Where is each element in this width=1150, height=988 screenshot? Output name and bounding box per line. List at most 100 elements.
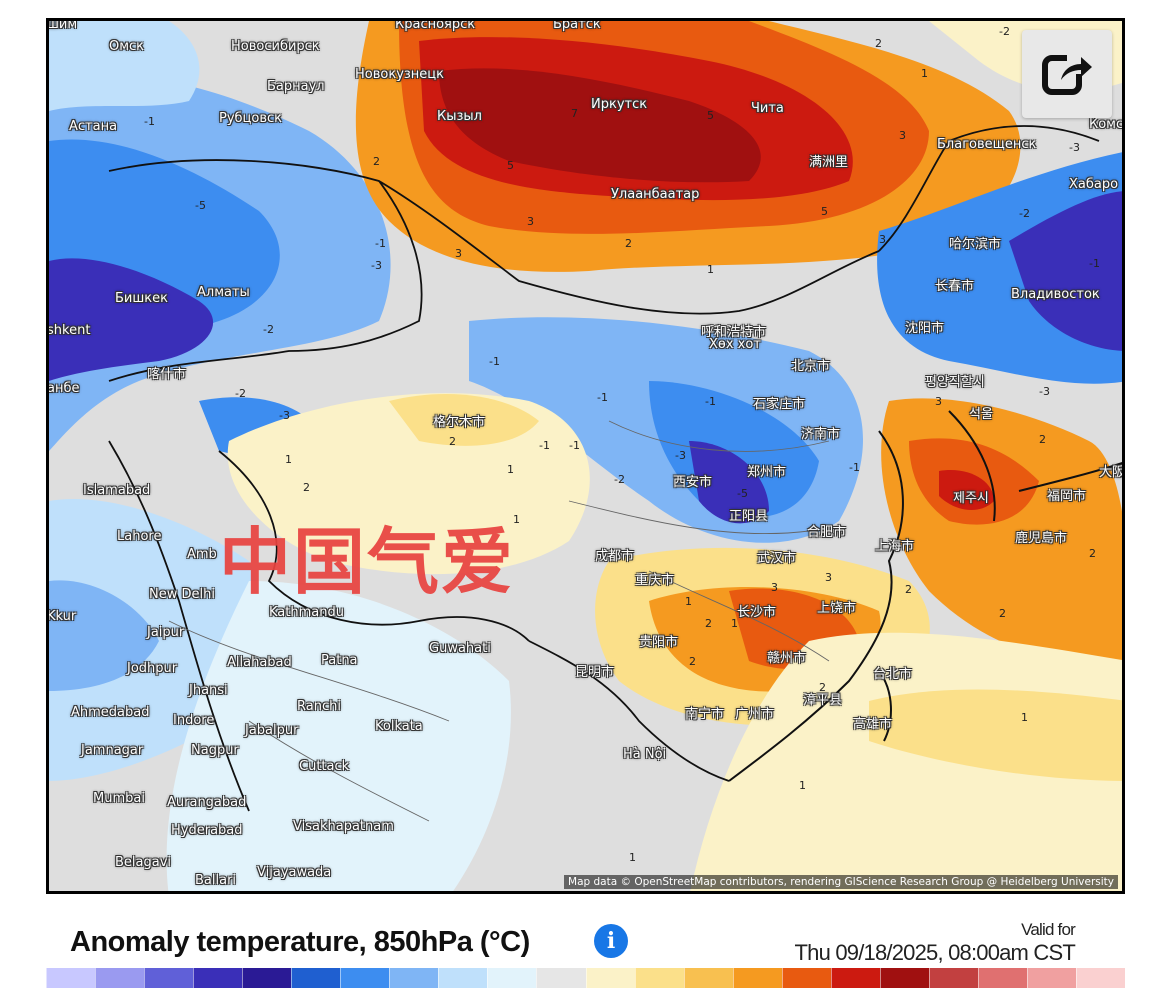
city-label: Алматы — [197, 285, 250, 300]
city-label: Vijayawada — [257, 865, 332, 880]
city-label: 赣州市 — [767, 651, 807, 666]
city-label: Ballari — [195, 873, 237, 888]
contour-label: -1 — [597, 391, 608, 404]
color-legend — [46, 968, 1126, 988]
contour-label: 2 — [705, 617, 712, 630]
share-icon — [1042, 52, 1092, 95]
city-label: Красноярск — [395, 18, 476, 32]
city-label: 上饶市 — [817, 601, 857, 616]
contour-label: -5 — [195, 199, 206, 212]
legend-swatch — [438, 968, 488, 988]
legend-swatch — [1075, 968, 1126, 988]
legend-swatch — [487, 968, 537, 988]
city-label: 北京市 — [791, 359, 831, 374]
share-button[interactable] — [1022, 30, 1112, 118]
contour-label: 2 — [905, 583, 912, 596]
city-label: Кызыл — [437, 109, 482, 124]
contour-label: -1 — [539, 439, 550, 452]
legend-swatch — [291, 968, 341, 988]
watermark-text: 中国气爱 — [219, 520, 516, 604]
city-label: Kathmandu — [269, 605, 344, 620]
legend-swatch — [928, 968, 978, 988]
city-label: 长春市 — [935, 279, 975, 294]
map-attribution[interactable]: Map data © OpenStreetMap contributors, r… — [564, 875, 1118, 889]
contour-label: 2 — [1039, 433, 1046, 446]
contour-label: 2 — [999, 607, 1006, 620]
city-label: Астана — [69, 119, 118, 134]
city-label: Благовещенск — [937, 137, 1037, 152]
city-label: 成都市 — [595, 549, 635, 564]
contour-label: 1 — [707, 263, 714, 276]
legend-swatch — [634, 968, 684, 988]
contour-label: -2 — [263, 323, 274, 336]
city-label: 广州市 — [735, 707, 775, 722]
contour-label: 3 — [825, 571, 832, 584]
city-label: Хөх хот — [709, 337, 761, 352]
weather-map[interactable]: шим Омск Новосибирск Красноярск Братск Н… — [46, 18, 1125, 894]
city-label: Guwahati — [429, 641, 491, 656]
contour-label: -1 — [849, 461, 860, 474]
legend-swatch — [95, 968, 145, 988]
temperature-anomaly-field — [49, 21, 1122, 891]
city-label: 贵阳市 — [639, 635, 679, 650]
city-label: 重庆市 — [635, 573, 675, 588]
contour-label: 2 — [875, 37, 882, 50]
contour-label: 3 — [455, 247, 462, 260]
city-label: 正阳县 — [729, 509, 769, 524]
contour-label: 1 — [731, 617, 738, 630]
city-label: Улаанбаатар — [611, 187, 700, 202]
legend-swatch — [977, 968, 1027, 988]
contour-label: -3 — [675, 449, 686, 462]
map-title: Anomaly temperature, 850hPa (°C) — [70, 926, 530, 958]
valid-label: Valid for — [1021, 920, 1076, 939]
city-label: Рубцовск — [219, 111, 283, 126]
contour-label: 3 — [935, 395, 942, 408]
info-icon[interactable]: i — [594, 924, 628, 958]
city-label: Islamabad — [83, 483, 151, 498]
city-label: Jodhpur — [127, 661, 178, 676]
city-label: Allahabad — [227, 655, 292, 670]
city-label: Комс — [1089, 117, 1124, 132]
city-label: 福岡市 — [1047, 489, 1087, 504]
city-label: 석울 — [969, 407, 993, 422]
city-label: 长沙市 — [737, 605, 777, 620]
legend-swatch — [193, 968, 243, 988]
contour-label: 3 — [527, 215, 534, 228]
contour-label: -2 — [235, 387, 246, 400]
legend-swatch — [781, 968, 831, 988]
city-label: 昆明市 — [575, 665, 615, 680]
contour-label: -2 — [614, 473, 625, 486]
legend-swatch — [536, 968, 586, 988]
contour-label: -1 — [489, 355, 500, 368]
city-label: Nagpur — [191, 743, 239, 758]
city-label: Patna — [321, 653, 358, 668]
city-label: Indore — [173, 713, 215, 728]
city-label: Братск — [553, 18, 601, 32]
valid-date: Thu 09/18/2025, 08:00am CST — [794, 940, 1076, 965]
legend-swatch — [879, 968, 929, 988]
contour-label: -1 — [569, 439, 580, 452]
contour-label: 2 — [819, 681, 826, 694]
city-label: 格尔木市 — [433, 415, 486, 430]
contour-label: 3 — [899, 129, 906, 142]
contour-label: 5 — [707, 109, 714, 122]
legend-swatch — [144, 968, 194, 988]
city-label: Владивосток — [1011, 287, 1100, 302]
city-label: Mumbai — [93, 791, 145, 806]
valid-time: Valid for Thu 09/18/2025, 08:00am CST — [794, 920, 1076, 966]
contour-label: -1 — [144, 115, 155, 128]
city-label: 哈尔滨市 — [949, 237, 1002, 252]
city-label: 武汉市 — [757, 551, 797, 566]
city-label: 呼和浩特市 — [701, 325, 767, 340]
city-label: shkent — [47, 323, 91, 338]
city-label: New Delhi — [149, 587, 215, 602]
contour-label: 2 — [1089, 547, 1096, 560]
city-label: Lahore — [117, 529, 162, 544]
contour-label: 3 — [879, 233, 886, 246]
city-label: Visakhapatnam — [293, 819, 394, 834]
legend-swatch — [389, 968, 439, 988]
contour-label: -1 — [1089, 257, 1100, 270]
legend-swatch — [732, 968, 782, 988]
contour-label: -1 — [705, 395, 716, 408]
contour-label: -2 — [999, 25, 1010, 38]
